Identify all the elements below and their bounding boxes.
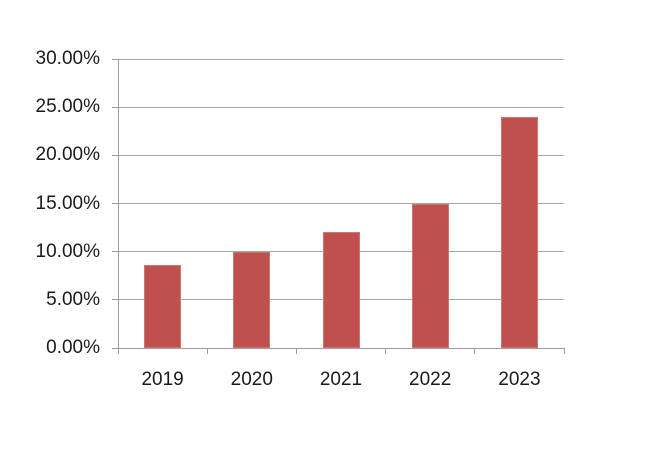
x-tick-label: 2020 — [230, 369, 273, 390]
y-tick-mark — [112, 347, 118, 349]
bar — [411, 203, 449, 348]
x-tick-mark — [474, 348, 476, 354]
x-tick-mark — [563, 348, 565, 354]
y-tick-label: 10.00% — [35, 240, 100, 262]
y-tick-label: 30.00% — [35, 48, 100, 69]
y-tick-mark — [112, 58, 118, 60]
y-tick-label: 15.00% — [35, 192, 100, 214]
x-tick-mark — [295, 348, 297, 354]
x-tick-label: 2019 — [141, 369, 184, 390]
gridline — [118, 58, 564, 60]
bar — [144, 265, 182, 348]
bar — [322, 232, 360, 348]
y-tick-label: 20.00% — [35, 144, 100, 166]
x-tick-mark — [206, 348, 208, 354]
x-tick-mark — [385, 348, 387, 354]
y-tick-mark — [112, 251, 118, 253]
y-tick-label: 5.00% — [46, 288, 100, 310]
y-tick-mark — [112, 203, 118, 204]
gridline — [118, 106, 564, 108]
x-axis-line — [118, 347, 564, 349]
bar — [500, 116, 538, 348]
x-tick-label: 2021 — [319, 369, 363, 390]
y-tick-mark — [112, 154, 118, 156]
x-tick-label: 2022 — [409, 369, 452, 390]
y-tick-label: 25.00% — [35, 96, 100, 118]
y-tick-label: 0.00% — [46, 337, 100, 358]
y-tick-mark — [112, 106, 118, 108]
y-axis-line — [117, 59, 119, 354]
x-tick-label: 2023 — [498, 369, 541, 390]
y-tick-mark — [112, 299, 118, 301]
gridline — [118, 154, 564, 156]
gridline — [118, 203, 564, 204]
bar — [233, 251, 271, 348]
